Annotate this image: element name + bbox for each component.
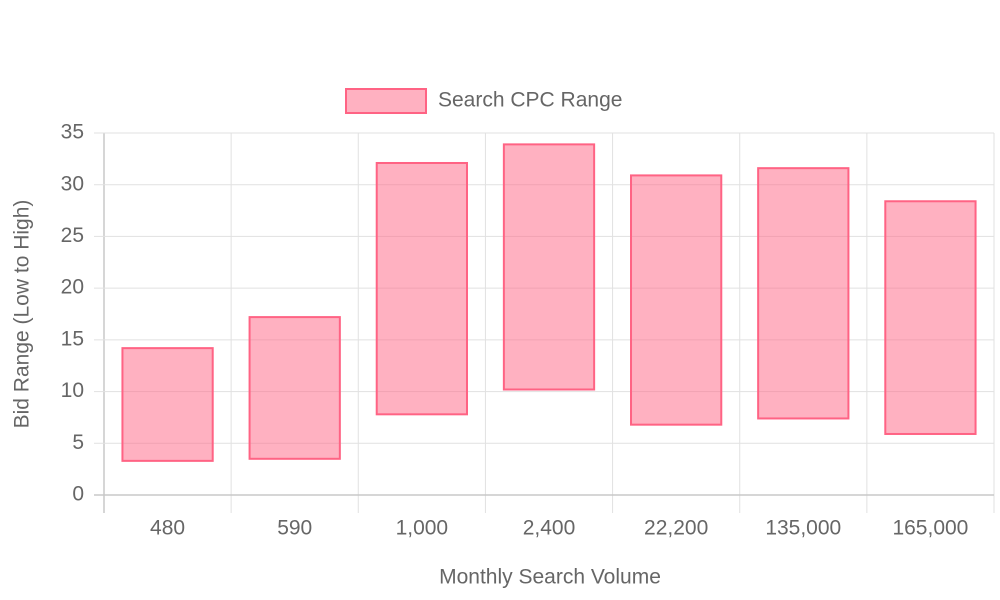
y-tick-label: 20 xyxy=(61,276,84,299)
legend-label: Search CPC Range xyxy=(438,89,622,112)
bar xyxy=(121,347,214,462)
legend-swatch xyxy=(345,88,427,114)
y-axis-title: Bid Range (Low to High) xyxy=(11,200,34,429)
y-tick-label: 15 xyxy=(61,327,84,350)
y-tick-label: 35 xyxy=(61,121,84,144)
bar xyxy=(248,316,341,460)
bar xyxy=(757,167,850,420)
x-tick-label: 1,000 xyxy=(396,517,449,540)
y-tick-label: 10 xyxy=(61,379,84,402)
x-tick-label: 2,400 xyxy=(523,517,576,540)
y-tick-label: 25 xyxy=(61,224,84,247)
y-tick-label: 30 xyxy=(61,172,84,195)
y-tick-label: 5 xyxy=(72,431,84,454)
x-tick-label: 22,200 xyxy=(644,517,708,540)
bar xyxy=(502,143,596,391)
bar xyxy=(884,200,977,435)
x-tick-label: 590 xyxy=(277,517,312,540)
bar xyxy=(375,161,468,416)
x-tick-label: 480 xyxy=(150,517,185,540)
y-tick-label: 0 xyxy=(72,483,84,506)
bar xyxy=(630,174,723,426)
x-axis-title: Monthly Search Volume xyxy=(439,566,661,589)
x-tick-label: 135,000 xyxy=(765,517,841,540)
x-tick-label: 165,000 xyxy=(892,517,968,540)
